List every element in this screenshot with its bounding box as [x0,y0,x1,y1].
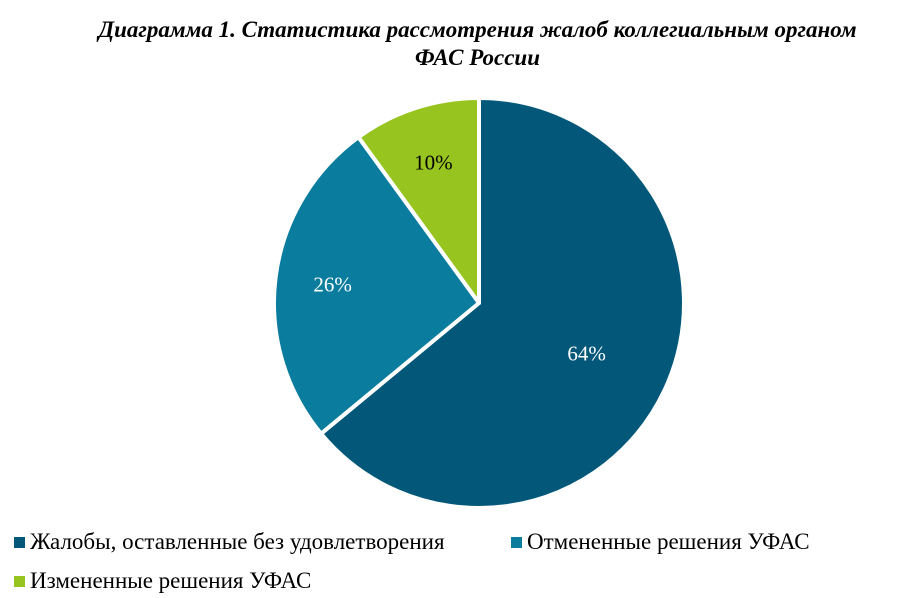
legend-item-complaints-rejected: Жалобы, оставленные без удовлетворения [14,529,445,555]
chart-title-line-1: Диаграмма 1. Статистика рассмотрения жал… [98,17,857,42]
legend-swatch-decisions-changed [14,575,25,587]
pie-data-label-decisions-changed: 10% [414,151,453,175]
legend-label-complaints-rejected: Жалобы, оставленные без удовлетворения [30,529,445,554]
chart-title: Диаграмма 1. Статистика рассмотрения жал… [0,16,915,72]
legend-label-decisions-changed: Измененные решения УФАС [30,568,312,593]
pie-data-label-complaints-rejected: 64% [567,342,606,366]
legend-item-decisions-cancelled: Отмененные решения УФАС [511,529,810,555]
pie-slice-complaints-rejected [319,96,686,510]
legend-item-decisions-changed: Измененные решения УФАС [14,568,311,594]
legend-swatch-complaints-rejected [14,536,25,548]
pie-data-label-decisions-cancelled: 26% [313,273,352,297]
pie-slice-decisions-changed [356,96,481,305]
chart-title-line-2: ФАС России [415,45,540,70]
pie-slice-decisions-cancelled [272,135,481,436]
legend-swatch-decisions-cancelled [511,536,522,548]
legend-label-decisions-cancelled: Отмененные решения УФАС [527,529,810,554]
